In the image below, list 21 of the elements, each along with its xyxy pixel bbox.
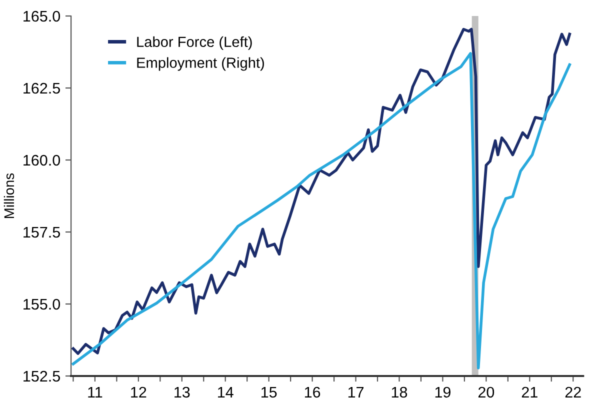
x-tick-label: 21 [522,386,538,398]
y-tick-label: 162.5 [24,82,60,94]
x-tick-label: 22 [565,386,581,398]
y-tick-label: 152.5 [24,370,60,382]
x-tick-label: 13 [174,386,190,398]
x-tick-label: 20 [478,386,494,398]
y-tick-label: 165.0 [24,10,60,22]
legend-label: Employment (Right) [137,57,264,71]
y-tick-label: 157.5 [24,227,60,238]
y-tick-label: 160.0 [24,154,60,166]
x-tick-label: 15 [262,386,277,398]
x-tick-label: 16 [304,386,320,398]
legend-label: Labor Force (Left) [137,36,252,50]
x-tick-label: 19 [435,386,450,398]
x-tick-label: 14 [218,386,234,398]
x-tick-label: 11 [88,386,102,398]
y-axis-title: Millions [4,173,14,218]
x-tick-label: 18 [392,386,408,398]
x-tick-label: 17 [348,386,364,398]
y-tick-label: 155.0 [24,298,60,310]
x-tick-label: 12 [131,386,146,398]
